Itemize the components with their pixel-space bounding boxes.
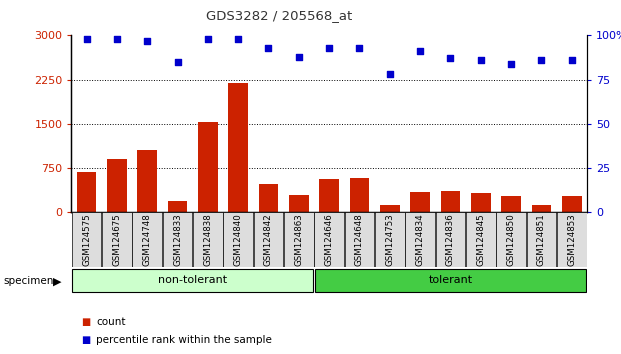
Text: GSM124675: GSM124675 <box>112 213 121 266</box>
Bar <box>258 184 278 212</box>
Bar <box>168 201 188 212</box>
FancyBboxPatch shape <box>72 269 314 292</box>
Bar <box>440 191 460 212</box>
Text: GSM124845: GSM124845 <box>476 213 485 266</box>
FancyBboxPatch shape <box>345 212 374 267</box>
Bar <box>410 192 430 212</box>
Bar <box>501 196 521 212</box>
Bar <box>380 205 400 212</box>
Text: GDS3282 / 205568_at: GDS3282 / 205568_at <box>206 9 353 22</box>
Point <box>506 61 516 67</box>
FancyBboxPatch shape <box>375 212 405 267</box>
Text: GSM124842: GSM124842 <box>264 213 273 266</box>
FancyBboxPatch shape <box>315 269 586 292</box>
Text: GSM124833: GSM124833 <box>173 213 182 266</box>
Bar <box>532 205 551 212</box>
Bar <box>107 159 127 212</box>
Point <box>203 36 213 42</box>
Point <box>567 57 577 63</box>
Bar <box>229 82 248 212</box>
Text: GSM124648: GSM124648 <box>355 213 364 266</box>
FancyBboxPatch shape <box>557 212 587 267</box>
FancyBboxPatch shape <box>314 212 344 267</box>
Bar <box>319 179 339 212</box>
Point <box>112 36 122 42</box>
Text: GSM124748: GSM124748 <box>143 213 152 266</box>
Text: GSM124851: GSM124851 <box>537 213 546 266</box>
Bar <box>562 196 581 212</box>
Bar <box>198 122 218 212</box>
Text: GSM124753: GSM124753 <box>385 213 394 266</box>
Bar <box>77 172 96 212</box>
Text: ▶: ▶ <box>53 276 61 286</box>
Point <box>173 59 183 65</box>
Text: GSM124836: GSM124836 <box>446 213 455 266</box>
Point <box>233 36 243 42</box>
FancyBboxPatch shape <box>193 212 223 267</box>
Point <box>294 54 304 59</box>
Text: GSM124853: GSM124853 <box>567 213 576 266</box>
Text: specimen: specimen <box>3 276 53 286</box>
Point <box>476 57 486 63</box>
Point <box>537 57 546 63</box>
Point <box>355 45 365 51</box>
Bar <box>350 178 369 212</box>
Point <box>415 48 425 54</box>
FancyBboxPatch shape <box>132 212 162 267</box>
FancyBboxPatch shape <box>71 212 101 267</box>
Text: GSM124575: GSM124575 <box>82 213 91 266</box>
Point <box>445 56 455 61</box>
Text: GSM124838: GSM124838 <box>203 213 212 266</box>
Text: GSM124646: GSM124646 <box>325 213 333 266</box>
FancyBboxPatch shape <box>102 212 132 267</box>
FancyBboxPatch shape <box>284 212 314 267</box>
Text: ■: ■ <box>81 335 90 345</box>
Point <box>142 38 152 44</box>
Text: GSM124850: GSM124850 <box>507 213 515 266</box>
Point <box>263 45 273 51</box>
Text: percentile rank within the sample: percentile rank within the sample <box>96 335 272 345</box>
FancyBboxPatch shape <box>527 212 556 267</box>
Point <box>385 72 395 77</box>
FancyBboxPatch shape <box>253 212 283 267</box>
Text: GSM124834: GSM124834 <box>415 213 425 266</box>
Text: non-tolerant: non-tolerant <box>158 275 227 285</box>
FancyBboxPatch shape <box>224 212 253 267</box>
Bar <box>471 193 491 212</box>
Text: count: count <box>96 317 126 327</box>
FancyBboxPatch shape <box>163 212 193 267</box>
Point <box>324 45 334 51</box>
FancyBboxPatch shape <box>406 212 435 267</box>
FancyBboxPatch shape <box>496 212 526 267</box>
Text: ■: ■ <box>81 317 90 327</box>
Point <box>81 36 91 42</box>
Text: GSM124840: GSM124840 <box>233 213 243 266</box>
Bar <box>289 195 309 212</box>
FancyBboxPatch shape <box>466 212 496 267</box>
Text: tolerant: tolerant <box>428 275 473 285</box>
Text: GSM124863: GSM124863 <box>294 213 303 266</box>
FancyBboxPatch shape <box>435 212 465 267</box>
Bar <box>137 150 157 212</box>
